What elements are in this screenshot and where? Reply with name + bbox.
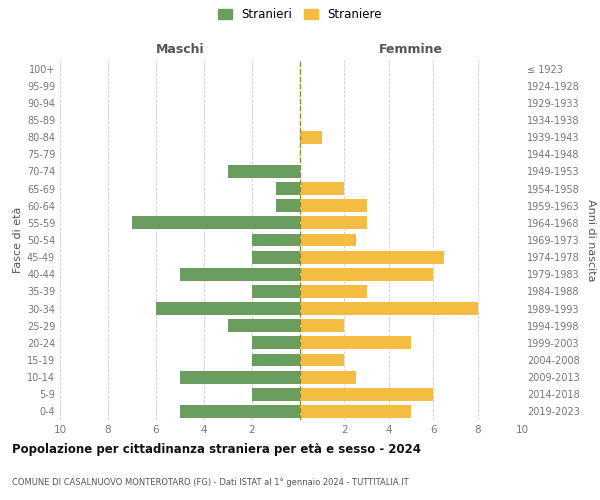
Legend: Stranieri, Straniere: Stranieri, Straniere — [218, 8, 382, 22]
Bar — [300, 302, 478, 315]
Bar — [252, 250, 300, 264]
Bar — [252, 234, 300, 246]
Bar — [252, 336, 300, 349]
Bar — [252, 285, 300, 298]
Bar — [228, 320, 300, 332]
Bar — [300, 354, 344, 366]
Bar — [300, 182, 344, 195]
Bar — [300, 234, 355, 246]
Bar — [300, 336, 411, 349]
Bar — [132, 216, 300, 230]
Bar — [252, 354, 300, 366]
Bar — [300, 200, 367, 212]
Bar — [300, 268, 433, 280]
Text: Popolazione per cittadinanza straniera per età e sesso - 2024: Popolazione per cittadinanza straniera p… — [12, 442, 421, 456]
Y-axis label: Anni di nascita: Anni di nascita — [586, 198, 596, 281]
Bar — [300, 130, 322, 143]
Bar — [180, 268, 300, 280]
Bar — [300, 320, 344, 332]
Bar — [300, 285, 367, 298]
Title: Femmine: Femmine — [379, 43, 443, 56]
Bar — [252, 388, 300, 400]
Bar — [276, 200, 300, 212]
Bar — [180, 370, 300, 384]
Text: COMUNE DI CASALNUOVO MONTEROTARO (FG) - Dati ISTAT al 1° gennaio 2024 - TUTTITAL: COMUNE DI CASALNUOVO MONTEROTARO (FG) - … — [12, 478, 409, 487]
Bar — [180, 405, 300, 418]
Title: Maschi: Maschi — [155, 43, 205, 56]
Bar — [300, 250, 444, 264]
Bar — [300, 370, 355, 384]
Bar — [228, 165, 300, 178]
Bar — [300, 388, 433, 400]
Bar — [300, 405, 411, 418]
Bar — [276, 182, 300, 195]
Y-axis label: Fasce di età: Fasce di età — [13, 207, 23, 273]
Bar — [156, 302, 300, 315]
Bar — [300, 216, 367, 230]
